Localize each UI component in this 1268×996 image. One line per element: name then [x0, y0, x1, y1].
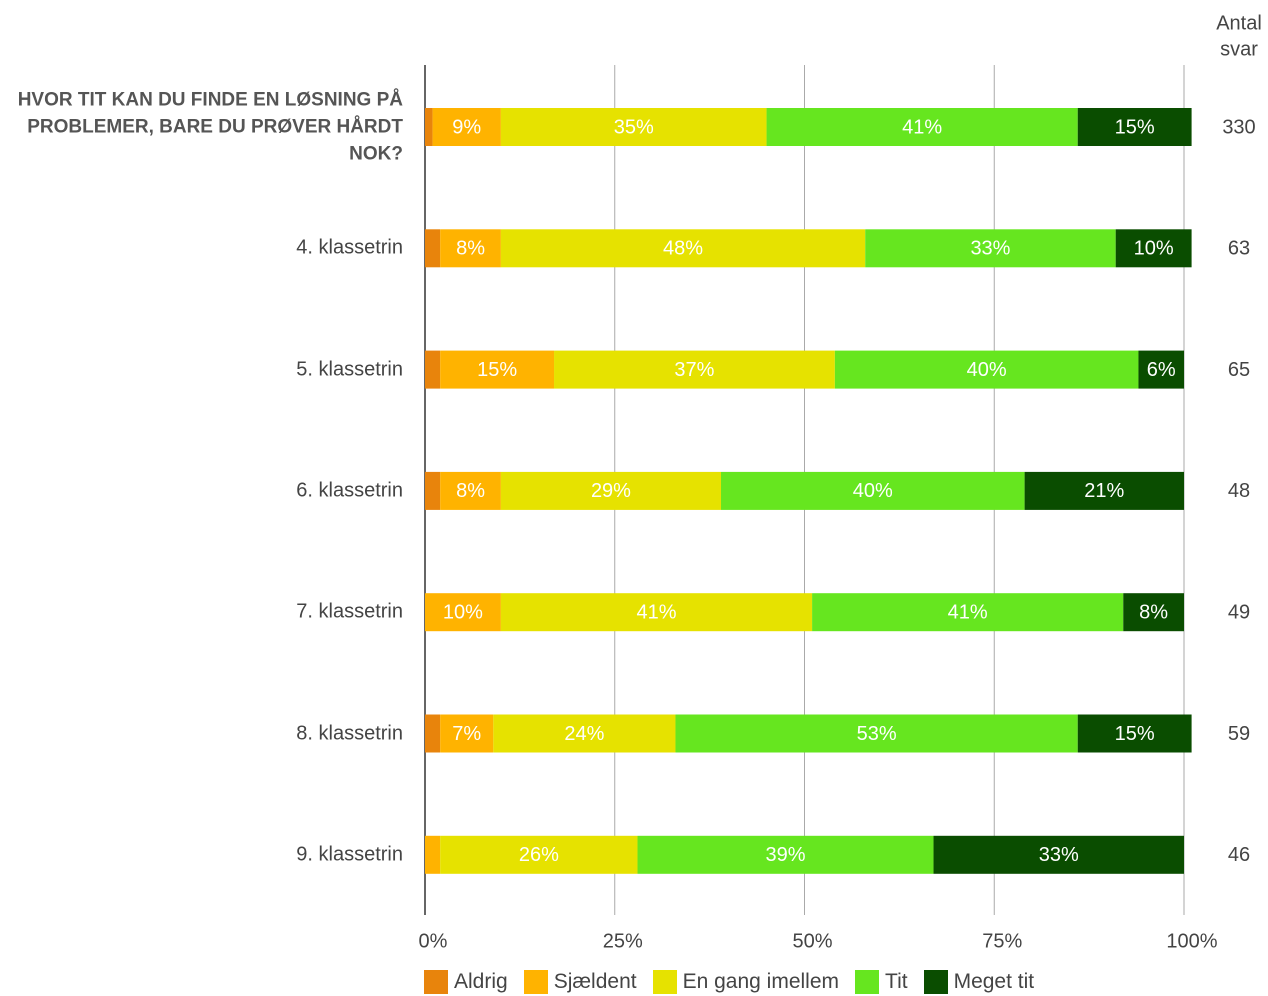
count-header: Antal [1216, 12, 1262, 34]
data-label: 7% [452, 723, 481, 745]
legend-swatch [424, 970, 448, 994]
category-label: 8. klassetrin [296, 722, 403, 744]
count-label: 65 [1228, 359, 1250, 381]
data-label: 15% [1115, 723, 1155, 745]
count-label: 48 [1228, 480, 1250, 502]
category-label: 5. klassetrin [296, 358, 403, 381]
data-label: 6% [1147, 359, 1176, 381]
bar-segment [500, 471, 722, 510]
bar-segment [834, 350, 1139, 389]
category-label: 4. klassetrin [296, 236, 403, 259]
data-label: 21% [1084, 480, 1124, 502]
data-label: 9% [452, 116, 481, 138]
count-label: 63 [1228, 238, 1250, 260]
data-label: 29% [591, 480, 631, 502]
legend-item: Sjældent [523, 970, 637, 994]
bar-segment [425, 714, 441, 753]
data-label: 48% [663, 238, 703, 260]
legend-swatch [523, 970, 548, 994]
count-header: svar [1220, 38, 1258, 60]
legend-item: Meget tit [923, 970, 1035, 994]
bar-segment [721, 471, 1025, 510]
legend-swatch [855, 970, 880, 994]
data-label: 41% [902, 116, 942, 138]
data-label: 15% [477, 359, 517, 381]
legend-label: En gang imellem [682, 970, 840, 993]
bar-segment [425, 471, 441, 510]
bar-segment [1077, 108, 1192, 146]
category-label: 6. klassetrin [296, 479, 403, 502]
bar-segment [425, 350, 441, 389]
category-label: 9. klassetrin [296, 843, 403, 866]
legend-swatch [652, 970, 677, 994]
legend-label: Sjældent [553, 970, 637, 993]
x-tick-label: 75% [982, 930, 1022, 952]
bar-segment [933, 835, 1184, 874]
bar-segment [440, 714, 494, 753]
bar-segment [1123, 593, 1184, 632]
legend-item: Tit [855, 970, 908, 994]
data-label: 40% [853, 480, 893, 502]
legend-item: Aldrig [424, 970, 508, 994]
bar-segment [425, 593, 501, 632]
bar-segment [554, 350, 835, 389]
data-label: 8% [456, 480, 485, 502]
data-label: 10% [1134, 238, 1174, 260]
legend-swatch [923, 970, 948, 994]
bar-segment [500, 229, 866, 268]
count-label: 59 [1228, 723, 1250, 745]
x-tick-label: 25% [603, 930, 643, 952]
x-tick-label: 100% [1166, 930, 1217, 952]
data-label: 8% [456, 238, 485, 260]
x-tick-label: 50% [792, 930, 832, 952]
data-label: 37% [674, 359, 714, 381]
bar-segment [812, 593, 1124, 632]
data-label: 35% [614, 116, 654, 138]
bar-segment [493, 714, 676, 753]
bar-segment [440, 350, 555, 389]
data-label: 26% [519, 844, 559, 866]
bar-segment [1024, 471, 1184, 510]
legend-label: Tit [885, 970, 908, 993]
legend: Aldrig Sjældent En gang imellem Tit Meget ti… [424, 970, 1034, 994]
bar-segment [440, 471, 501, 510]
category-label: 7. klassetrin [296, 600, 403, 623]
legend-label: Aldrig [454, 970, 508, 993]
data-label: 39% [766, 844, 806, 866]
data-label: 24% [564, 723, 604, 745]
count-label: 330 [1222, 116, 1255, 138]
bar-segment [425, 835, 441, 874]
bar-segment [1138, 350, 1184, 389]
bar-segment [425, 229, 441, 268]
data-label: 33% [1039, 844, 1079, 866]
bar-segment [425, 108, 433, 146]
bar-segment [1115, 229, 1192, 268]
bar-segment [440, 835, 638, 874]
data-label: 40% [967, 359, 1007, 381]
data-label: 41% [948, 601, 988, 623]
bar-segment [432, 108, 501, 146]
count-label: 46 [1228, 844, 1250, 866]
category-label: HVOR TIT KAN DU FINDE EN LØSNING PÅ PROB… [17, 89, 403, 165]
data-label: 33% [970, 238, 1010, 260]
bar-segment [500, 108, 767, 146]
legend-item: En gang imellem [652, 970, 840, 994]
bar-segment [440, 229, 501, 268]
bar-segment [500, 593, 813, 632]
data-label: 53% [857, 723, 897, 745]
bar-segment [766, 108, 1078, 146]
bar-segment [675, 714, 1078, 753]
bar-segment [637, 835, 934, 874]
data-label: 8% [1139, 601, 1168, 623]
bar-segment [1077, 714, 1192, 753]
data-label: 10% [443, 601, 483, 623]
legend-label: Meget tit [953, 970, 1035, 993]
bar-segment [865, 229, 1116, 268]
data-label: 15% [1115, 116, 1155, 138]
data-label: 41% [636, 601, 676, 623]
count-label: 49 [1228, 601, 1250, 623]
x-tick-label: 0% [419, 930, 448, 952]
